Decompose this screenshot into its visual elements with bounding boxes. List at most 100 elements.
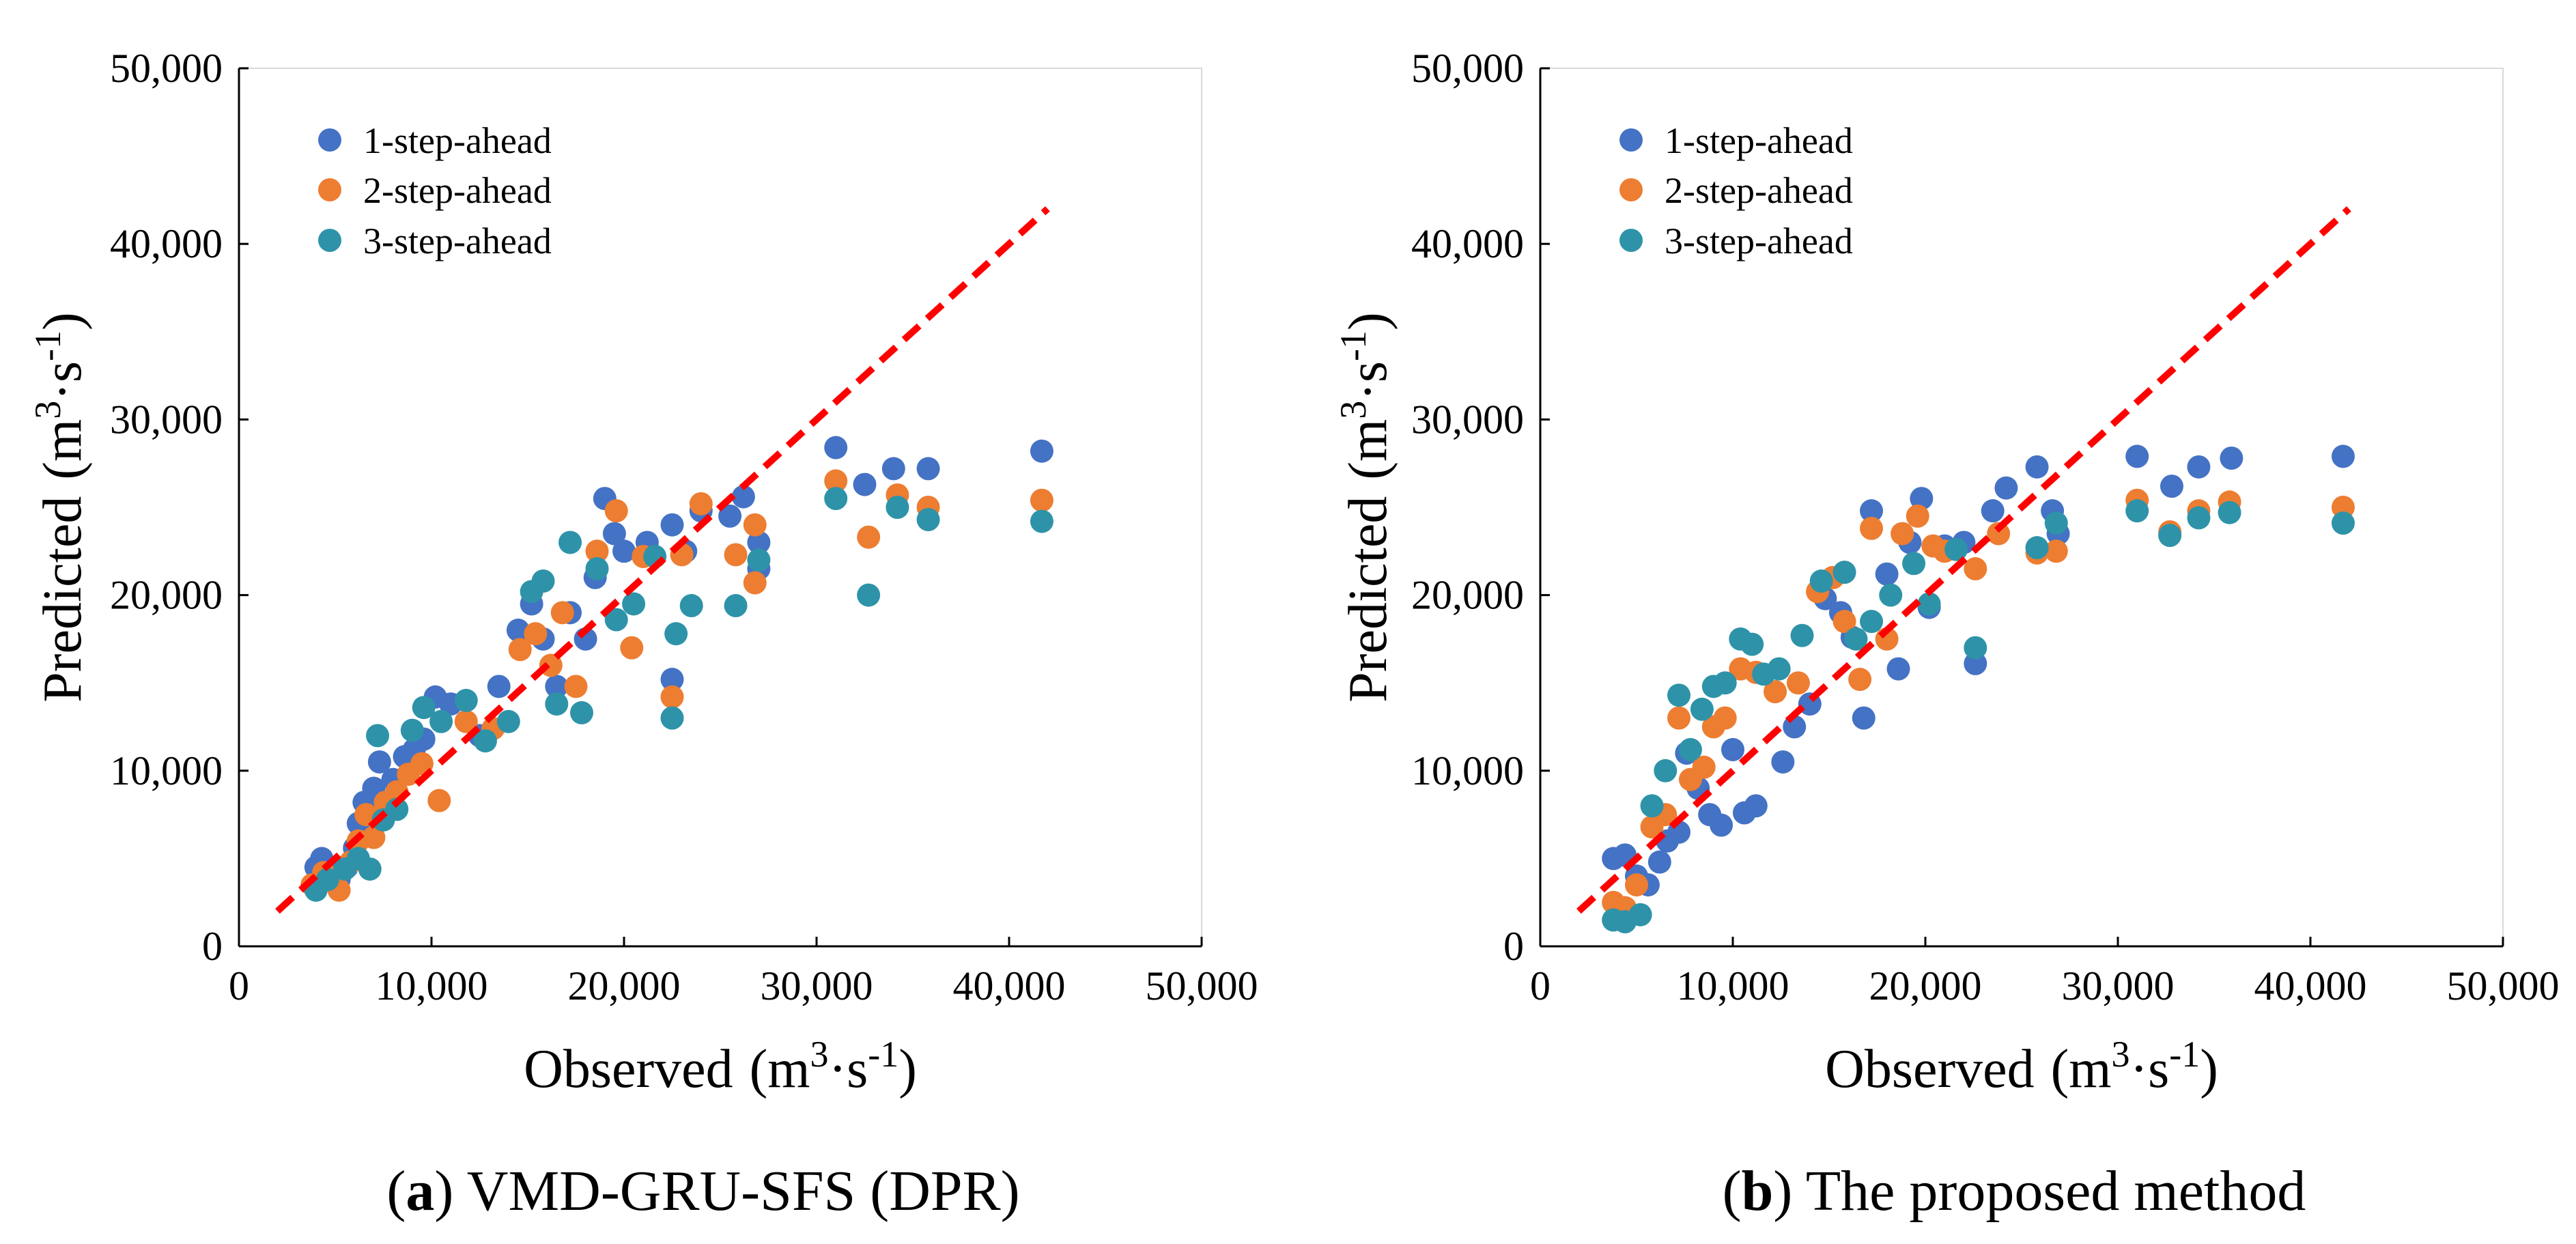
panel-a-y-tick-label-4: 40,000	[110, 221, 223, 266]
panel-a-point-1-step-ahead-32	[718, 504, 742, 528]
panel-b-point-3-step-ahead-18	[1860, 610, 1884, 634]
panel-b-point-3-step-ahead-3	[1640, 794, 1664, 818]
panel-b-y-tick-label-2: 20,000	[1411, 573, 1524, 618]
panel-b-legend-marker-3-step	[1619, 229, 1643, 252]
panel-a-point-3-step-ahead-1	[315, 868, 339, 892]
panel-a-x-axis-title: Observed (m3·s-1)	[524, 1034, 917, 1099]
panel-b-point-3-step-ahead-17	[1844, 627, 1868, 651]
panel-b-point-2-step-ahead-17	[1848, 668, 1872, 692]
panel-b-point-2-step-ahead-25	[1987, 522, 2011, 546]
panel-a-point-2-step-ahead-20	[604, 499, 628, 523]
panel-b-x-axis-title: Observed (m3·s-1)	[1825, 1034, 2218, 1099]
panel-a-x-tick-label-3: 30,000	[761, 963, 873, 1008]
panel-a-legend-label-2-step: 2-step-ahead	[363, 170, 552, 211]
panel-a-point-2-step-ahead-30	[857, 525, 881, 549]
panel-a-ticks: 0 10,000 20,000 30,000 40,000 50,000 0 10,000 20…	[110, 46, 1258, 1008]
panel-a-point-2-step-ahead-6	[362, 825, 386, 849]
panel-b-point-2-step-ahead-5	[1667, 706, 1691, 730]
panel-a-points	[300, 436, 1053, 902]
panel-a-legend-label-3-step: 3-step-ahead	[363, 221, 552, 261]
panel-a-point-3-step-ahead-31	[916, 508, 940, 532]
panel-a: 0 10,000 20,000 30,000 40,000 50,000 0 10,000 20…	[27, 46, 1258, 1223]
panel-a-point-2-step-ahead-29	[824, 469, 848, 493]
panel-a-point-2-step-ahead-12	[454, 709, 478, 733]
panel-b-point-3-step-ahead-14	[1790, 623, 1814, 647]
panel-a-point-1-step-ahead-40	[916, 457, 940, 481]
panel-a-y-tick-label-3: 30,000	[110, 397, 223, 442]
panel-a-point-3-step-ahead-9	[412, 696, 436, 720]
panel-a-x-tick-label-5: 50,000	[1146, 963, 1258, 1008]
panel-b-point-3-step-ahead-5	[1667, 683, 1691, 707]
panel-b-point-3-step-ahead-16	[1832, 561, 1856, 584]
panel-a-point-3-step-ahead-21	[622, 592, 646, 616]
panel-b-point-3-step-ahead-19	[1879, 583, 1903, 607]
panel-b-identity-line	[1576, 206, 2351, 914]
panel-a-point-3-step-ahead-28	[824, 487, 848, 511]
panel-b-point-2-step-ahead-20	[1891, 522, 1914, 546]
panel-b-point-3-step-ahead-22	[1944, 537, 1968, 561]
panel-b-y-axis-title: Predicted(m3·s-1)	[1333, 312, 1398, 702]
panel-a-point-3-step-ahead-19	[585, 557, 609, 581]
panel-a-identity-line-group	[275, 206, 1050, 914]
panel-b-x-tick-label-4: 40,000	[2254, 963, 2367, 1008]
panel-b-legend-label-1-step: 1-step-ahead	[1665, 120, 1853, 161]
panel-b-point-1-step-ahead-20	[1852, 706, 1876, 730]
panel-a-point-3-step-ahead-12	[473, 729, 497, 753]
panel-a-point-3-step-ahead-29	[857, 583, 881, 607]
panel-a-point-1-step-ahead-18	[506, 619, 530, 642]
panel-a-point-3-step-ahead-13	[496, 709, 520, 733]
panel-b-point-1-step-ahead-13	[1744, 794, 1768, 818]
panel-b-legend-label-2-step: 2-step-ahead	[1665, 170, 1853, 211]
panel-b-point-2-step-ahead-13	[1786, 671, 1810, 695]
panel-b-point-1-step-ahead-37	[2187, 455, 2211, 479]
panel-a-point-3-step-ahead-8	[400, 718, 424, 742]
panel-a-caption: (a) VMD-GRU-SFS (DPR)	[386, 1159, 1019, 1223]
panel-a-point-2-step-ahead-10	[410, 752, 434, 776]
panel-a-y-tick-label-0: 0	[202, 924, 223, 969]
panel-b-point-2-step-ahead-9	[1713, 706, 1737, 730]
panel-b-legend: 1-step-ahead 2-step-ahead 3-step-ahead	[1619, 120, 1853, 261]
panel-b-point-3-step-ahead-23	[1964, 636, 1987, 660]
panel-a-y-tick-label-2: 20,000	[110, 573, 223, 618]
panel-a-point-3-step-ahead-11	[454, 688, 478, 712]
panel-b-point-1-step-ahead-25	[1910, 487, 1934, 511]
panel-b-point-1-step-ahead-4	[1647, 850, 1671, 874]
panel-b-point-1-step-ahead-38	[2220, 446, 2244, 470]
panel-a-point-3-step-ahead-16	[545, 692, 569, 716]
panel-a-point-1-step-ahead-41	[1030, 439, 1053, 463]
panel-b-point-2-step-ahead-2	[1625, 873, 1648, 896]
panel-b-y-tick-label-0: 0	[1503, 924, 1524, 969]
panel-a-point-2-step-ahead-33	[1030, 488, 1053, 512]
panel-a-point-2-step-ahead-23	[660, 685, 684, 709]
panel-a-point-1-step-ahead-33	[731, 485, 755, 509]
panel-a-point-3-step-ahead-18	[569, 701, 593, 724]
panel-a-y-tick-label-5: 50,000	[110, 46, 223, 91]
panel-b-point-3-step-ahead-15	[1809, 569, 1833, 593]
panel-a-point-1-step-ahead-36	[660, 668, 684, 692]
panel-b-points	[1602, 444, 2355, 933]
panel-b-point-3-step-ahead-29	[2218, 500, 2241, 524]
panel-a-x-tick-label-1: 10,000	[376, 963, 488, 1008]
panel-b-y-tick-label-1: 10,000	[1411, 748, 1524, 793]
panel-a-point-3-step-ahead-23	[660, 706, 684, 730]
panel-b-point-2-step-ahead-24	[1964, 557, 1987, 581]
panel-b-x-tick-label-0: 0	[1530, 963, 1551, 1008]
panel-a-point-2-step-ahead-28	[743, 513, 767, 537]
panel-b-point-3-step-ahead-27	[2158, 524, 2182, 548]
panel-b-point-1-step-ahead-22	[1875, 562, 1899, 586]
panel-b-point-2-step-ahead-21	[1906, 504, 1929, 528]
panel-b-legend-marker-1-step	[1619, 128, 1643, 152]
panel-b-point-3-step-ahead-25	[2044, 511, 2068, 535]
panel-b-point-2-step-ahead-18	[1860, 516, 1884, 540]
panel-a-x-tick-label-2: 20,000	[568, 963, 681, 1008]
panel-b-point-1-step-ahead-35	[2125, 444, 2149, 468]
panel-a-point-1-step-ahead-17	[487, 675, 511, 698]
panel-b-caption: (b) The proposed method	[1723, 1159, 2306, 1223]
panel-b-point-3-step-ahead-20	[1902, 552, 1926, 576]
panel-a-x-tick-label-4: 40,000	[953, 963, 1066, 1008]
panel-b-point-3-step-ahead-21	[1917, 592, 1941, 616]
panel-a-point-2-step-ahead-15	[524, 622, 548, 646]
panel-b-point-1-step-ahead-10	[1710, 813, 1733, 837]
panel-a-legend-marker-1-step	[318, 128, 341, 152]
